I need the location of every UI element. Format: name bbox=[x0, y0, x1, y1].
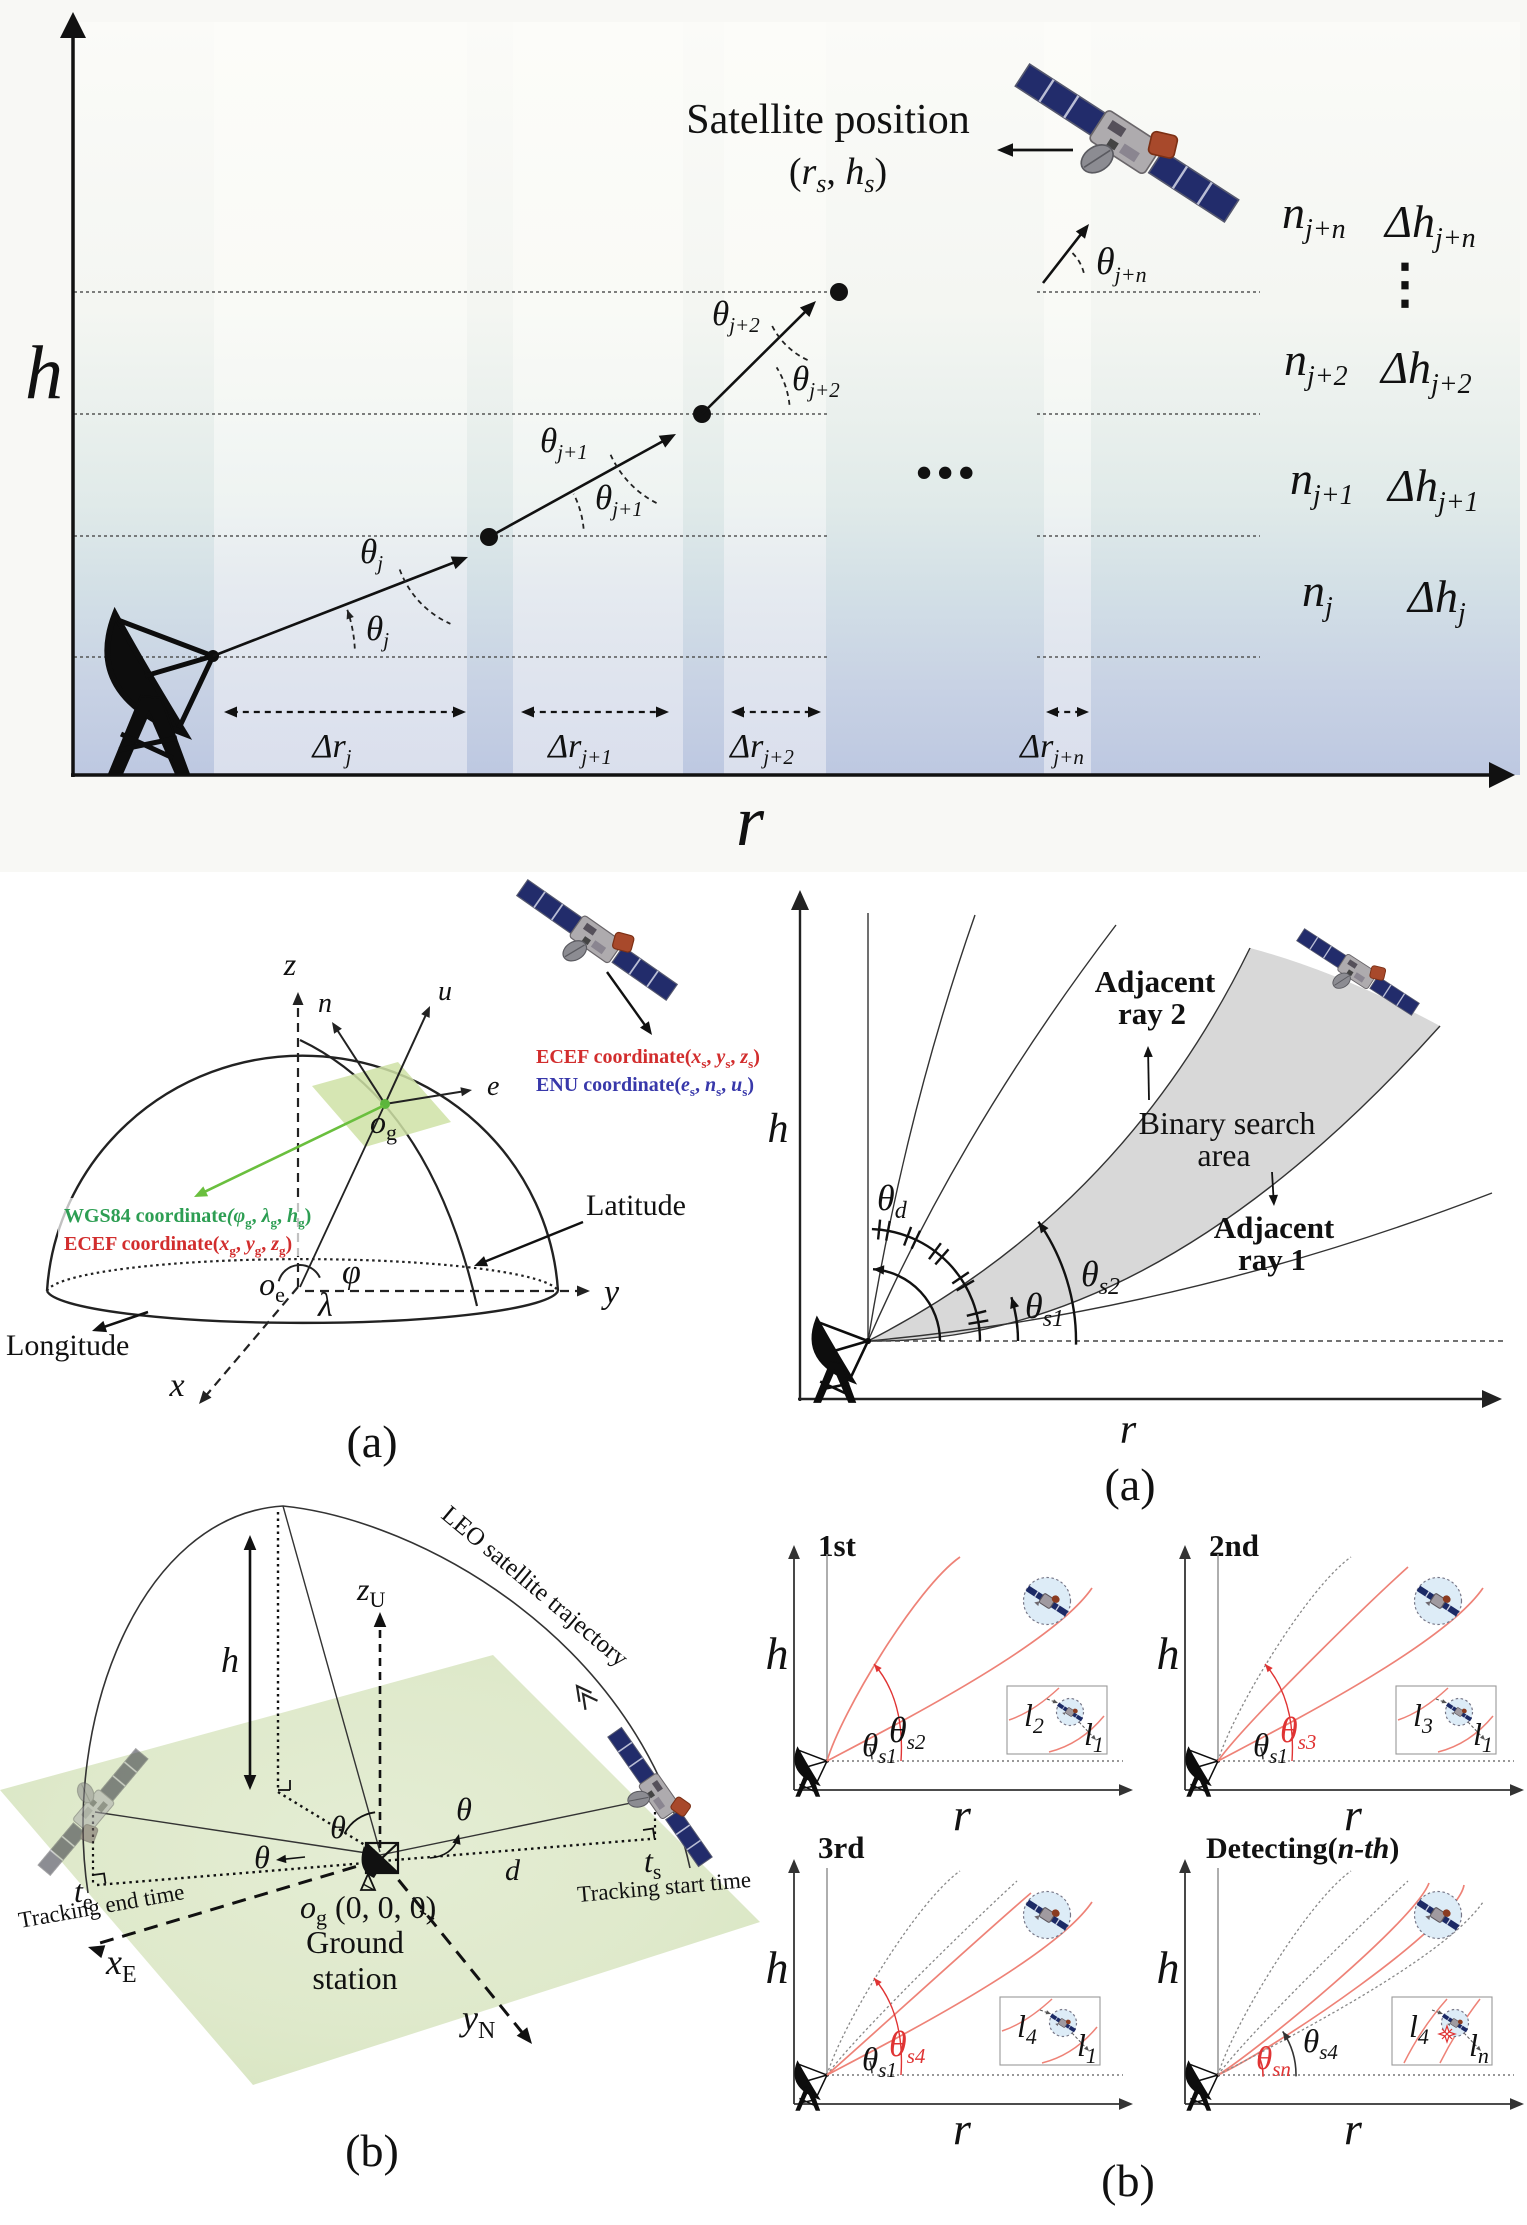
svg-text:3rd: 3rd bbox=[818, 1830, 865, 1865]
svg-text:θs2: θs2 bbox=[889, 1710, 926, 1754]
svg-text:(a): (a) bbox=[1104, 1459, 1155, 1510]
svg-text:r: r bbox=[953, 1789, 972, 1840]
svg-text:1st: 1st bbox=[818, 1528, 857, 1563]
svg-text:h: h bbox=[766, 1628, 789, 1679]
svg-text:⋮: ⋮ bbox=[1378, 254, 1432, 314]
svg-text:x: x bbox=[168, 1367, 184, 1404]
svg-text:θsn: θsn bbox=[1256, 2041, 1291, 2081]
svg-text:•••: ••• bbox=[916, 447, 979, 498]
svg-text:yN: yN bbox=[459, 1998, 495, 2044]
svg-text:θ: θ bbox=[254, 1839, 270, 1875]
svg-text:(b): (b) bbox=[345, 2125, 399, 2176]
svg-text:θ: θ bbox=[330, 1809, 346, 1845]
svg-text:Latitude: Latitude bbox=[586, 1189, 686, 1222]
svg-text:xE: xE bbox=[105, 1942, 137, 1988]
svg-text:nj: nj bbox=[1302, 565, 1333, 623]
svg-text:og (0, 0, 0): og (0, 0, 0) bbox=[300, 1889, 436, 1930]
svg-text:h: h bbox=[25, 331, 63, 415]
svg-text:h: h bbox=[221, 1640, 239, 1680]
svg-text:φ: φ bbox=[342, 1254, 361, 1291]
svg-text:θs4: θs4 bbox=[1303, 2024, 1338, 2064]
svg-text:WGS84 coordinate(φg, λg, hg): WGS84 coordinate(φg, λg, hg) bbox=[64, 1205, 311, 1230]
svg-text:e: e bbox=[487, 1071, 499, 1102]
svg-text:2nd: 2nd bbox=[1209, 1528, 1259, 1563]
svg-text:Satellite position: Satellite position bbox=[686, 97, 969, 143]
svg-text:u: u bbox=[438, 976, 452, 1007]
svg-text:Binary search: Binary search bbox=[1139, 1105, 1316, 1141]
svg-text:h: h bbox=[1157, 1628, 1180, 1679]
svg-text:te: te bbox=[74, 1873, 93, 1914]
svg-text:Adjacent: Adjacent bbox=[1214, 1210, 1335, 1245]
svg-text:r: r bbox=[736, 781, 765, 861]
svg-text:y: y bbox=[601, 1274, 620, 1311]
svg-text:ts: ts bbox=[644, 1843, 661, 1884]
svg-text:Ground: Ground bbox=[306, 1924, 404, 1960]
svg-text:Δhj: Δhj bbox=[1406, 571, 1466, 629]
svg-text:zU: zU bbox=[356, 1571, 385, 1612]
svg-text:θs3: θs3 bbox=[1280, 1710, 1316, 1754]
svg-text:(a): (a) bbox=[346, 1416, 397, 1467]
svg-text:area: area bbox=[1197, 1137, 1250, 1173]
svg-text:h: h bbox=[1157, 1942, 1180, 1993]
svg-text:θs4: θs4 bbox=[889, 2024, 926, 2068]
svg-text:r: r bbox=[1344, 2103, 1363, 2154]
svg-text:Longitude: Longitude bbox=[6, 1329, 129, 1362]
svg-text:r: r bbox=[953, 2103, 972, 2154]
svg-text:Adjacent: Adjacent bbox=[1095, 964, 1216, 999]
svg-text:z: z bbox=[283, 946, 297, 982]
svg-text:r: r bbox=[1344, 1789, 1363, 1840]
svg-text:θd: θd bbox=[877, 1178, 908, 1224]
svg-text:n: n bbox=[318, 988, 332, 1019]
svg-text:ray 1: ray 1 bbox=[1238, 1242, 1306, 1277]
svg-text:λ: λ bbox=[317, 1287, 333, 1324]
svg-text:og: og bbox=[370, 1104, 397, 1145]
svg-text:station: station bbox=[312, 1960, 397, 1996]
svg-text:ENU coordinate(es, ns, us): ENU coordinate(es, ns, us) bbox=[536, 1074, 754, 1099]
svg-text:θ: θ bbox=[456, 1791, 472, 1827]
svg-text:(b): (b) bbox=[1101, 2155, 1155, 2206]
svg-text:d: d bbox=[505, 1854, 521, 1887]
svg-text:Δrj: Δrj bbox=[310, 728, 351, 769]
svg-text:ECEF coordinate(xg, yg, zg): ECEF coordinate(xg, yg, zg) bbox=[64, 1233, 292, 1258]
svg-text:LEO satellite trajectory: LEO satellite trajectory bbox=[436, 1501, 633, 1673]
svg-text:h: h bbox=[768, 1106, 789, 1152]
svg-text:ray 2: ray 2 bbox=[1118, 996, 1186, 1031]
svg-text:r: r bbox=[1120, 1407, 1137, 1453]
svg-text:ECEF coordinate(xs, ys, zs): ECEF coordinate(xs, ys, zs) bbox=[536, 1046, 760, 1071]
svg-text:Detecting(n-th): Detecting(n-th) bbox=[1206, 1832, 1399, 1865]
svg-text:h: h bbox=[766, 1942, 789, 1993]
svg-text:oe: oe bbox=[259, 1266, 285, 1307]
